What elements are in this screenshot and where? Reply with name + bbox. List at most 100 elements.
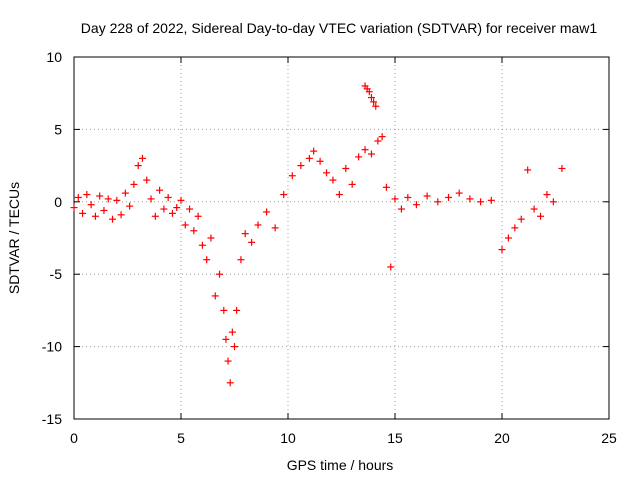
data-point (70, 204, 78, 212)
data-point (160, 205, 168, 213)
data-point (113, 196, 121, 204)
data-point (237, 256, 245, 264)
x-tick-label: 25 (601, 430, 617, 446)
data-point (203, 256, 211, 264)
data-point (310, 147, 318, 155)
data-point (211, 292, 219, 300)
data-point (177, 196, 185, 204)
data-point (455, 189, 463, 197)
data-point (231, 343, 238, 351)
data-point (288, 172, 296, 180)
data-point (220, 306, 228, 314)
data-point (164, 193, 172, 201)
data-point (271, 224, 279, 232)
data-point (374, 137, 382, 145)
data-point (412, 201, 420, 209)
data-point (126, 202, 134, 210)
x-axis-label: GPS time / hours (287, 457, 394, 473)
data-point (91, 212, 99, 220)
data-point (445, 193, 452, 201)
data-point (355, 153, 363, 161)
data-point (348, 180, 356, 188)
data-point (190, 227, 198, 235)
data-point (365, 88, 373, 96)
x-tick-label: 10 (280, 430, 296, 446)
data-point (329, 176, 337, 184)
data-point (151, 212, 159, 220)
data-point (498, 246, 506, 254)
data-point (134, 162, 142, 170)
data-point (226, 379, 234, 387)
data-point (228, 328, 236, 336)
data-point (156, 186, 164, 194)
data-point (248, 238, 256, 246)
data-point (297, 162, 305, 170)
x-tick-label: 0 (70, 430, 78, 446)
data-point (83, 191, 91, 199)
data-point (511, 224, 519, 232)
data-point (382, 183, 390, 191)
data-point (194, 212, 202, 220)
data-point (224, 357, 232, 365)
data-point (233, 306, 241, 314)
data-point (558, 164, 566, 172)
data-point (241, 230, 249, 238)
axis-tick-labels: 0 5 10 15 20 25 -15 -10 -5 0 5 10 (42, 49, 617, 446)
data-points (70, 82, 566, 387)
data-point (181, 221, 189, 229)
data-point (370, 98, 378, 106)
data-point (138, 154, 146, 162)
data-point (323, 169, 331, 177)
data-point (391, 195, 399, 203)
data-point (216, 270, 224, 278)
data-point (263, 208, 271, 216)
x-tick-label: 20 (494, 430, 510, 446)
data-point (517, 215, 525, 223)
data-point (487, 196, 495, 204)
grid-lines (74, 57, 609, 419)
data-point (423, 192, 431, 200)
data-point (109, 215, 117, 223)
y-axis-label: SDTVAR / TECUs (6, 182, 22, 294)
data-point (198, 241, 206, 249)
data-point (173, 204, 181, 212)
data-point (537, 212, 545, 220)
data-point (367, 94, 375, 102)
data-point (378, 133, 386, 141)
plot-frame (73, 56, 610, 420)
data-point (168, 209, 176, 217)
data-point (100, 206, 108, 214)
data-point (316, 157, 324, 165)
data-point (342, 164, 350, 172)
data-point (361, 146, 369, 154)
y-tick-label: 5 (54, 121, 62, 137)
data-point (74, 193, 82, 201)
data-point (404, 193, 412, 201)
y-tick-label: -10 (42, 339, 62, 355)
data-point (466, 195, 474, 203)
data-point (121, 189, 129, 197)
data-point (477, 198, 485, 206)
data-point (397, 205, 405, 213)
data-point (147, 195, 155, 203)
data-point (387, 263, 395, 271)
data-point (372, 102, 380, 110)
data-point (117, 211, 125, 219)
data-point (207, 234, 215, 242)
data-point (549, 198, 557, 206)
y-tick-label: 0 (54, 194, 62, 210)
x-tick-label: 5 (177, 430, 185, 446)
data-point (434, 198, 442, 206)
data-point (305, 154, 313, 162)
data-point (222, 335, 230, 343)
data-point (524, 166, 532, 174)
data-point (280, 191, 288, 199)
data-point (143, 176, 151, 184)
data-point (104, 195, 112, 203)
data-point (254, 221, 262, 229)
data-point (96, 192, 104, 200)
data-point (335, 191, 343, 199)
data-point (79, 209, 87, 217)
chart-title: Day 228 of 2022, Sidereal Day-to-day VTE… (81, 20, 598, 36)
